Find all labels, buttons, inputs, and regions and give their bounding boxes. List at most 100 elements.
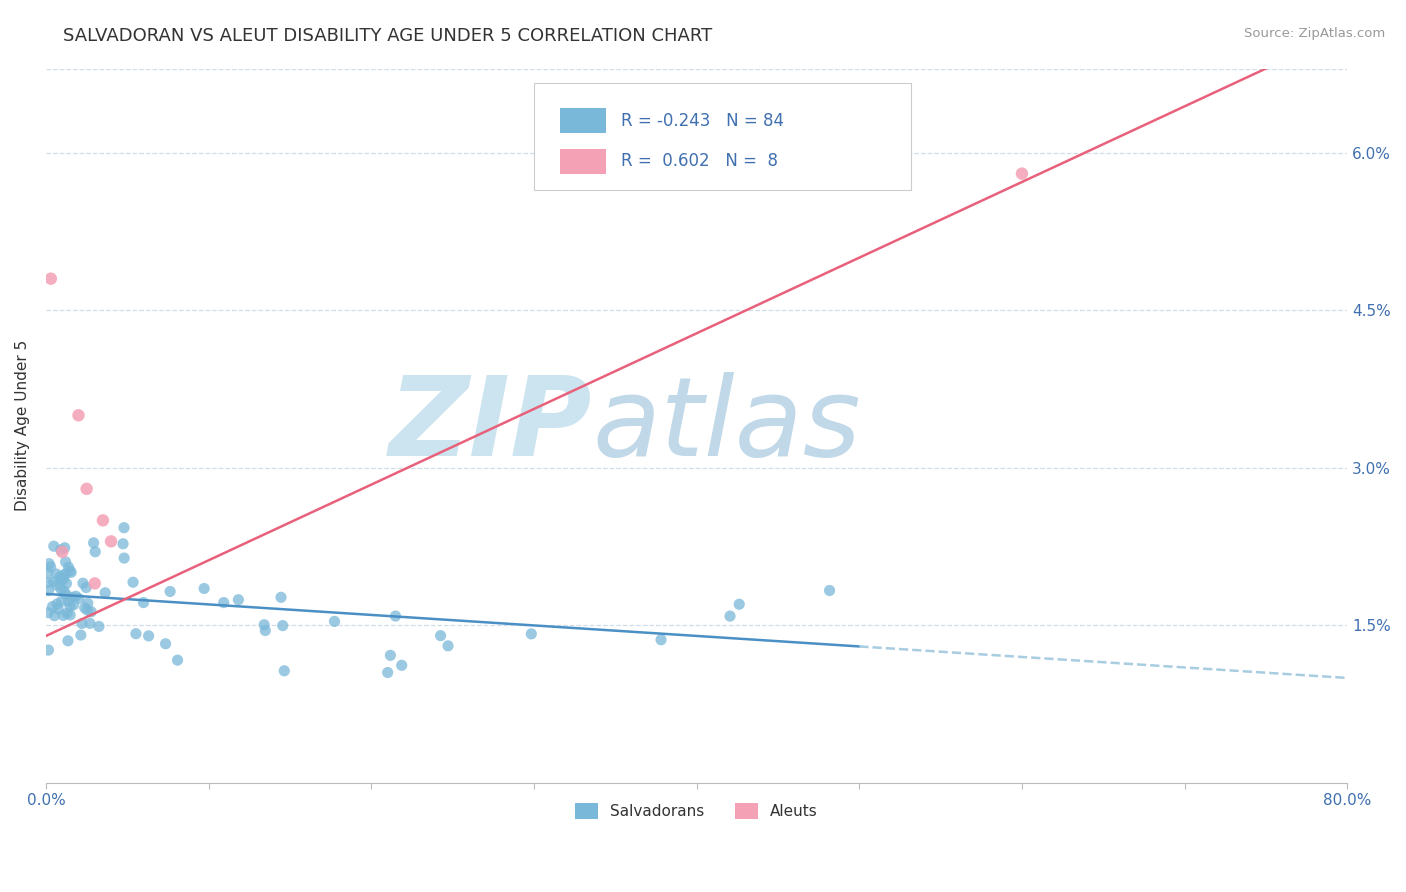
Point <box>273 664 295 678</box>
Point <box>38 557 60 571</box>
Point <box>270 591 292 605</box>
Point <box>728 597 751 611</box>
Point <box>76 603 98 617</box>
Point <box>59 564 82 578</box>
Point <box>56 606 79 620</box>
Point <box>155 637 177 651</box>
Text: Source: ZipAtlas.com: Source: ZipAtlas.com <box>1244 27 1385 40</box>
Point <box>380 648 402 663</box>
Point <box>44 608 66 623</box>
Point <box>60 591 83 605</box>
Point <box>254 624 277 638</box>
Text: SALVADORAN VS ALEUT DISABILITY AGE UNDER 5 CORRELATION CHART: SALVADORAN VS ALEUT DISABILITY AGE UNDER… <box>63 27 713 45</box>
Point <box>52 568 75 582</box>
Point <box>39 271 62 285</box>
Point <box>46 597 69 611</box>
Point <box>45 566 67 581</box>
Point <box>323 615 346 629</box>
Point <box>67 409 90 423</box>
Point <box>56 633 79 648</box>
Point <box>718 609 741 624</box>
Text: atlas: atlas <box>592 372 860 479</box>
Point <box>49 573 72 587</box>
Point <box>60 566 83 580</box>
FancyBboxPatch shape <box>534 83 911 190</box>
Point <box>384 609 406 624</box>
Point <box>100 534 122 549</box>
Point <box>49 570 72 584</box>
Point <box>55 567 77 582</box>
Point <box>53 541 76 555</box>
Point <box>84 545 107 559</box>
Text: ZIP: ZIP <box>389 372 592 479</box>
Point <box>212 596 235 610</box>
Point <box>76 482 98 496</box>
Point <box>55 555 77 569</box>
Point <box>1011 167 1033 181</box>
Point <box>69 628 91 642</box>
Point <box>45 578 67 592</box>
Point <box>520 627 543 641</box>
Point <box>75 581 97 595</box>
Point <box>42 539 65 553</box>
Point <box>80 605 103 619</box>
Point <box>125 626 148 640</box>
Point <box>271 618 294 632</box>
Point <box>38 583 60 598</box>
Text: R =  0.602   N =  8: R = 0.602 N = 8 <box>621 153 778 170</box>
Point <box>55 576 77 591</box>
Point <box>37 643 59 657</box>
Point <box>58 594 80 608</box>
Y-axis label: Disability Age Under 5: Disability Age Under 5 <box>15 340 30 511</box>
Point <box>51 594 73 608</box>
Text: R = -0.243   N = 84: R = -0.243 N = 84 <box>621 112 785 129</box>
Point <box>112 521 135 535</box>
Point <box>46 602 69 616</box>
FancyBboxPatch shape <box>560 108 606 133</box>
Point <box>132 596 155 610</box>
Point <box>70 616 93 631</box>
Point <box>59 607 82 622</box>
Point <box>62 598 84 612</box>
Point <box>52 608 75 623</box>
Point <box>650 632 672 647</box>
Point <box>51 545 73 559</box>
FancyBboxPatch shape <box>560 149 606 174</box>
Point <box>228 592 250 607</box>
Point <box>37 575 59 590</box>
Point <box>49 542 72 557</box>
Point <box>55 587 77 601</box>
Legend: Salvadorans, Aleuts: Salvadorans, Aleuts <box>569 797 824 825</box>
Point <box>159 584 181 599</box>
Point <box>72 576 94 591</box>
Point <box>122 575 145 590</box>
Point <box>377 665 399 680</box>
Point <box>79 616 101 631</box>
Point <box>437 639 460 653</box>
Point <box>193 582 215 596</box>
Point <box>37 606 59 620</box>
Point <box>112 537 135 551</box>
Point <box>166 653 188 667</box>
Point <box>73 600 96 615</box>
Point <box>112 551 135 566</box>
Point <box>818 583 841 598</box>
Point <box>83 536 105 550</box>
Point <box>52 573 75 587</box>
Point <box>429 629 451 643</box>
Point <box>59 599 82 614</box>
Point <box>41 599 63 614</box>
Point <box>67 591 90 606</box>
Point <box>94 586 117 600</box>
Point <box>39 559 62 574</box>
Point <box>58 560 80 574</box>
Point <box>76 596 98 610</box>
Point <box>138 629 160 643</box>
Point <box>42 575 65 590</box>
Point <box>49 582 72 596</box>
Point <box>65 589 87 603</box>
Point <box>87 619 110 633</box>
Point <box>253 617 276 632</box>
Point <box>391 658 413 673</box>
Point <box>53 584 76 599</box>
